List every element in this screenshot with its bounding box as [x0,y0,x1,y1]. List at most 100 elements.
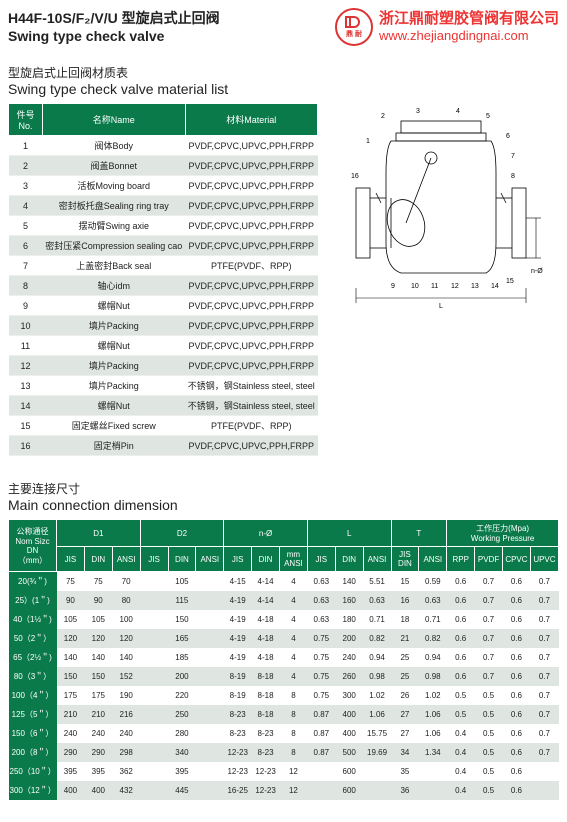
cell-no: 6 [9,236,43,256]
cell-value: 240 [84,724,112,743]
cell-value: 400 [84,781,112,800]
dim-header-row1: 公称通径 Nom Sizc DN （mm） D1 D2 n-Ø L T 工作压力… [9,520,559,547]
cell-value: 395 [168,762,196,781]
table-row: 6密封压紧Compression sealing caoPVDF,CPVC,UP… [9,236,318,256]
cell-value: 12 [280,781,308,800]
sub-header: JIS [224,547,252,572]
cell-value: 0.7 [475,629,503,648]
cell-value [140,572,168,592]
cell-value [196,705,224,724]
cell-value: 0.87 [307,705,335,724]
sub-header: JIS DIN [391,547,419,572]
cell-value: 25 [391,667,419,686]
cell-value: 120 [112,629,140,648]
hdr-d1: D1 [57,520,141,547]
cell-value: 15.75 [363,724,391,743]
cell-value: 12-23 [224,743,252,762]
cell-value: 0.6 [447,667,475,686]
cell-value: 395 [84,762,112,781]
cell-value: 19.69 [363,743,391,762]
cell-material: PVDF,CPVC,UPVC,PPH,FRPP [185,356,317,376]
cell-value [140,762,168,781]
cell-value [140,724,168,743]
cell-value: 362 [112,762,140,781]
cell-value: 27 [391,705,419,724]
cell-value: 0.7 [530,572,558,592]
cell-value: 240 [57,724,85,743]
table-row: 15固定螺丝Fixed screwPTFE(PVDF、RPP) [9,416,318,436]
cell-value: 0.71 [363,610,391,629]
valve-diagram: 12345678910111213141516 n-Ø L [336,103,546,328]
sub-header: DIN [335,547,363,572]
cell-value [140,591,168,610]
cell-value: 600 [335,762,363,781]
cell-value [140,610,168,629]
callout-label: 15 [506,278,514,285]
cell-material: 不锈钢，钢Stainless steel, steel [185,396,317,416]
cell-value: 90 [84,591,112,610]
cell-value: 152 [112,667,140,686]
cell-dn: 25）(1＂) [9,591,57,610]
sub-header: DIN [84,547,112,572]
cell-value: 0.4 [447,762,475,781]
table-row: 25）(1＂)9090801154-194-1440.631600.63160.… [9,591,559,610]
cell-value: 0.6 [503,648,531,667]
table-row: 125（5＂）2102102162508-238-1880.874001.062… [9,705,559,724]
company-block: 浙江鼎耐塑胶管阀有限公司 www.zhejiangdingnai.com [379,9,559,45]
table-row: 9螺帽NutPVDF,CPVC,UPVC,PPH,FRPP [9,296,318,316]
callout-label: 7 [511,153,515,160]
cell-value: 4 [280,667,308,686]
cell-value: 26 [391,686,419,705]
cell-value: 120 [57,629,85,648]
logo-text: 鼎 耐 [346,29,362,39]
cell-value: 0.63 [307,610,335,629]
material-table: 件号No. 名称Name 材料Material 1阀体BodyPVDF,CPVC… [8,103,318,456]
cell-no: 9 [9,296,43,316]
cell-value [140,667,168,686]
cell-material: PTFE(PVDF、RPP) [185,416,317,436]
cell-value: 5.51 [363,572,391,592]
cell-value: 90 [57,591,85,610]
cell-value: 34 [391,743,419,762]
cell-value: 0.71 [419,610,447,629]
cell-value: 200 [168,667,196,686]
cell-value: 0.6 [447,629,475,648]
callout-label: 13 [471,283,479,290]
cell-material: 不锈钢，钢Stainless steel, steel [185,376,317,396]
table-row: 200（8＂）29029029834012-238-2380.8750019.6… [9,743,559,762]
cell-name: 固定梢Pin [43,436,186,456]
cell-value: 600 [335,781,363,800]
cell-material: PVDF,CPVC,UPVC,PPH,FRPP [185,296,317,316]
callout-label: 16 [351,173,359,180]
cell-value: 18 [391,610,419,629]
cell-value: 150 [57,667,85,686]
sub-header: DIN [252,547,280,572]
table-row: 16固定梢PinPVDF,CPVC,UPVC,PPH,FRPP [9,436,318,456]
cell-value: 175 [57,686,85,705]
cell-material: PVDF,CPVC,UPVC,PPH,FRPP [185,156,317,176]
cell-material: PVDF,CPVC,UPVC,PPH,FRPP [185,136,317,156]
cell-value: 0.82 [363,629,391,648]
cell-no: 13 [9,376,43,396]
cell-value: 80 [112,591,140,610]
logo-area: 鼎 耐 浙江鼎耐塑胶管阀有限公司 www.zhejiangdingnai.com [335,8,559,46]
callout-label: 6 [506,133,510,140]
cell-name: 填片Packing [43,316,186,336]
cell-name: 摆动臂Swing axie [43,216,186,236]
cell-no: 2 [9,156,43,176]
cell-dn: 300（12＂） [9,781,57,800]
cell-value: 0.6 [503,705,531,724]
cell-value [196,743,224,762]
cell-value: 8-18 [252,686,280,705]
cell-value [196,629,224,648]
cell-value: 150 [168,610,196,629]
cell-value: 8-23 [224,705,252,724]
cell-value: 290 [57,743,85,762]
cell-value: 0.5 [447,705,475,724]
cell-value: 0.7 [530,705,558,724]
cell-value: 400 [335,724,363,743]
cell-value [196,762,224,781]
cell-value [196,610,224,629]
cell-value [363,762,391,781]
cell-value: 0.59 [419,572,447,592]
